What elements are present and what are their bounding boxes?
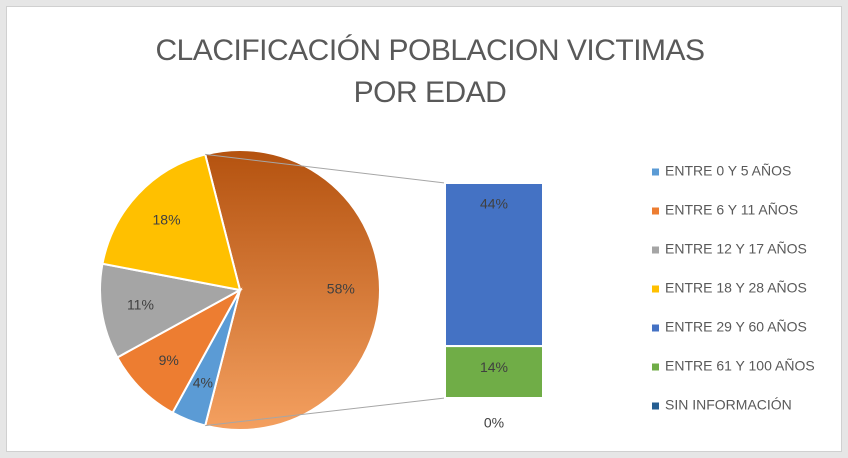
legend-swatch bbox=[652, 246, 659, 254]
connector bbox=[205, 397, 446, 427]
legend-swatch bbox=[652, 207, 659, 215]
data-label: 18% bbox=[153, 212, 181, 228]
data-label: 11% bbox=[127, 296, 154, 312]
legend-swatch bbox=[652, 285, 659, 293]
pie-slice-other bbox=[203, 149, 381, 431]
legend-label: ENTRE 18 Y 28 AÑOS bbox=[665, 280, 807, 296]
pie-slice bbox=[115, 287, 243, 415]
data-label: 14% bbox=[480, 359, 508, 375]
legend-label: SIN INFORMACIÓN bbox=[665, 397, 792, 413]
legend-label: ENTRE 6 Y 11 AÑOS bbox=[665, 202, 798, 218]
legend-label: ENTRE 61 Y 100 AÑOS bbox=[665, 358, 815, 374]
pie-slice bbox=[101, 153, 242, 292]
pie-slice bbox=[99, 262, 243, 359]
data-label: 0% bbox=[484, 415, 504, 431]
bar-segment bbox=[444, 182, 544, 348]
legend-label: ENTRE 0 Y 5 AÑOS bbox=[665, 163, 791, 179]
data-label: 44% bbox=[480, 196, 508, 212]
legend-swatch bbox=[652, 363, 659, 371]
data-label: 9% bbox=[159, 352, 179, 368]
legend-swatch bbox=[652, 402, 659, 410]
legend-label: ENTRE 12 Y 17 AÑOS bbox=[665, 241, 807, 257]
data-label: 58% bbox=[327, 281, 355, 297]
bar-segment bbox=[444, 345, 544, 400]
chart-title: CLACIFICACIÓN POBLACION VICTIMAS POR EDA… bbox=[155, 34, 705, 109]
legend-label: ENTRE 29 Y 60 AÑOS bbox=[665, 319, 807, 335]
legend-swatch bbox=[652, 168, 659, 176]
legend-swatch bbox=[652, 324, 659, 332]
connector bbox=[205, 153, 446, 184]
data-label: 4% bbox=[193, 374, 213, 390]
